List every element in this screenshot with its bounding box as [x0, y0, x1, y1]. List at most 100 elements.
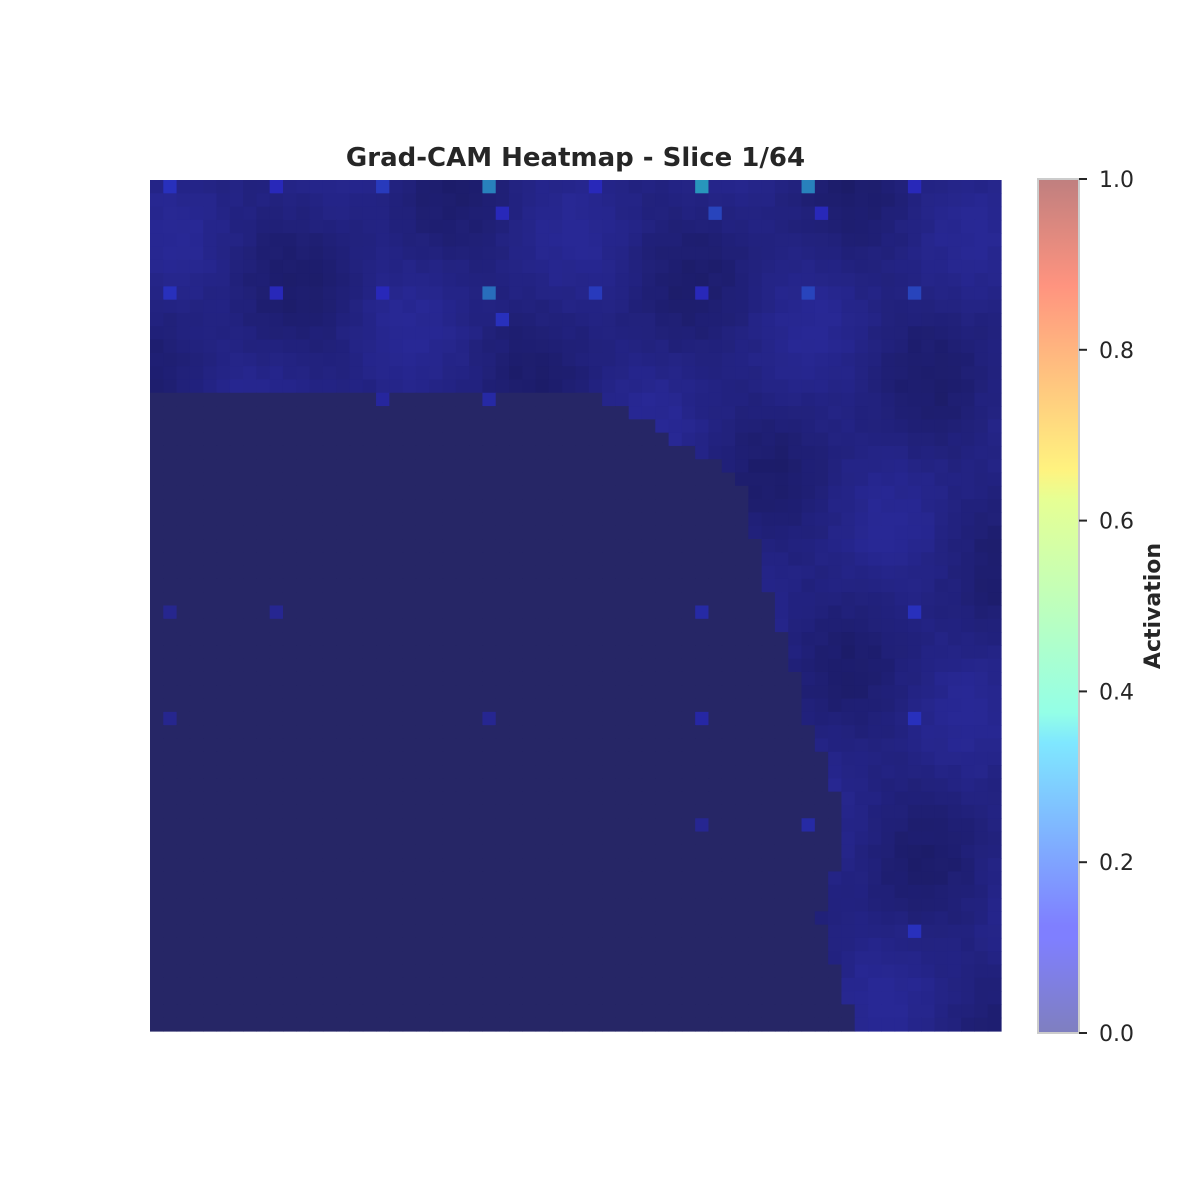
heatmap-cell	[548, 645, 563, 660]
heatmap-cell	[761, 552, 776, 567]
heatmap-cell	[655, 778, 670, 793]
heatmap-cell	[761, 312, 776, 327]
heatmap-cell	[668, 233, 683, 248]
heatmap-cell	[894, 525, 909, 540]
heatmap-cell	[801, 618, 816, 633]
heatmap-cell	[203, 193, 218, 208]
heatmap-cell	[495, 658, 510, 673]
heatmap-cell	[708, 379, 723, 394]
heatmap-cell	[735, 366, 749, 381]
heatmap-cell	[814, 618, 829, 633]
heatmap-cell	[974, 1017, 989, 1032]
heatmap-cell	[868, 991, 882, 1006]
heatmap-cell	[721, 858, 736, 873]
heatmap-cell	[641, 858, 656, 873]
heatmap-cell	[429, 711, 444, 726]
heatmap-cell	[801, 738, 816, 753]
heatmap-cell	[322, 738, 337, 753]
heatmap-cell	[362, 259, 377, 274]
heatmap-cell	[216, 193, 231, 208]
heatmap-cell	[761, 791, 776, 806]
heatmap-cell	[336, 233, 351, 248]
heatmap-cell	[735, 871, 749, 886]
heatmap-cell	[455, 858, 470, 873]
heatmap-cell	[947, 871, 962, 886]
heatmap-cell	[668, 951, 683, 966]
heatmap-cell	[668, 618, 683, 633]
heatmap-cell	[881, 791, 896, 806]
heatmap-cell	[961, 246, 976, 261]
heatmap-cell	[721, 206, 736, 221]
heatmap-cell	[282, 180, 297, 194]
heatmap-cell	[495, 844, 510, 859]
heatmap-cell	[522, 273, 537, 287]
heatmap-cell	[628, 246, 643, 261]
heatmap-cell	[429, 286, 444, 301]
heatmap-cell	[774, 485, 789, 500]
heatmap-cell	[442, 219, 457, 234]
heatmap-cell	[562, 711, 577, 726]
heatmap-cell	[575, 525, 590, 540]
heatmap-cell	[748, 924, 763, 939]
heatmap-cell	[402, 951, 417, 966]
heatmap-cell	[748, 366, 763, 381]
heatmap-cell	[668, 898, 683, 912]
heatmap-cell	[934, 1017, 949, 1032]
heatmap-cell	[934, 937, 949, 952]
heatmap-cell	[868, 432, 882, 447]
heatmap-cell	[429, 259, 444, 274]
heatmap-cell	[947, 725, 962, 740]
heatmap-cell	[296, 299, 311, 314]
heatmap-cell	[987, 525, 1002, 540]
heatmap-cell	[868, 485, 882, 500]
heatmap-cell	[482, 658, 497, 673]
heatmap-cell	[628, 366, 643, 381]
heatmap-cell	[801, 898, 816, 912]
heatmap-cell	[309, 738, 324, 753]
heatmap-cell	[269, 246, 284, 261]
heatmap-cell	[269, 273, 284, 287]
heatmap-cell	[735, 937, 749, 952]
heatmap-cell	[774, 804, 789, 819]
heatmap-cell	[362, 645, 377, 660]
heatmap-cell	[947, 911, 962, 926]
heatmap-cell	[921, 711, 936, 726]
heatmap-cell	[628, 711, 643, 726]
heatmap-cell	[987, 858, 1002, 873]
heatmap-cell	[801, 778, 816, 793]
heatmap-cell	[921, 552, 936, 567]
heatmap-cell	[921, 259, 936, 274]
heatmap-cell	[349, 725, 364, 740]
heatmap-cell	[575, 618, 590, 633]
heatmap-cell	[469, 725, 484, 740]
heatmap-cell	[801, 964, 816, 979]
heatmap-cell	[921, 565, 936, 580]
heatmap-cell	[575, 738, 590, 753]
heatmap-cell	[921, 991, 936, 1006]
heatmap-cell	[442, 618, 457, 633]
heatmap-cell	[442, 725, 457, 740]
heatmap-cell	[695, 991, 710, 1006]
heatmap-cell	[362, 791, 377, 806]
heatmap-cell	[641, 685, 656, 700]
heatmap-cell	[216, 605, 231, 620]
heatmap-cell	[176, 273, 191, 287]
heatmap-cell	[748, 937, 763, 952]
heatmap-cell	[535, 725, 550, 740]
heatmap-cell	[854, 924, 869, 939]
heatmap-cell	[854, 711, 869, 726]
heatmap-cell	[389, 858, 404, 873]
heatmap-cell	[309, 419, 324, 434]
heatmap-cell	[854, 645, 869, 660]
heatmap-cell	[309, 539, 324, 553]
heatmap-cell	[641, 392, 656, 407]
heatmap-cell	[934, 459, 949, 474]
heatmap-cell	[176, 233, 191, 248]
heatmap-cell	[256, 352, 271, 367]
heatmap-cell	[269, 818, 284, 833]
heatmap-cell	[535, 246, 550, 261]
heatmap-cell	[349, 445, 364, 460]
heatmap-cell	[748, 259, 763, 274]
heatmap-cell	[482, 233, 497, 248]
heatmap-cell	[602, 658, 616, 673]
